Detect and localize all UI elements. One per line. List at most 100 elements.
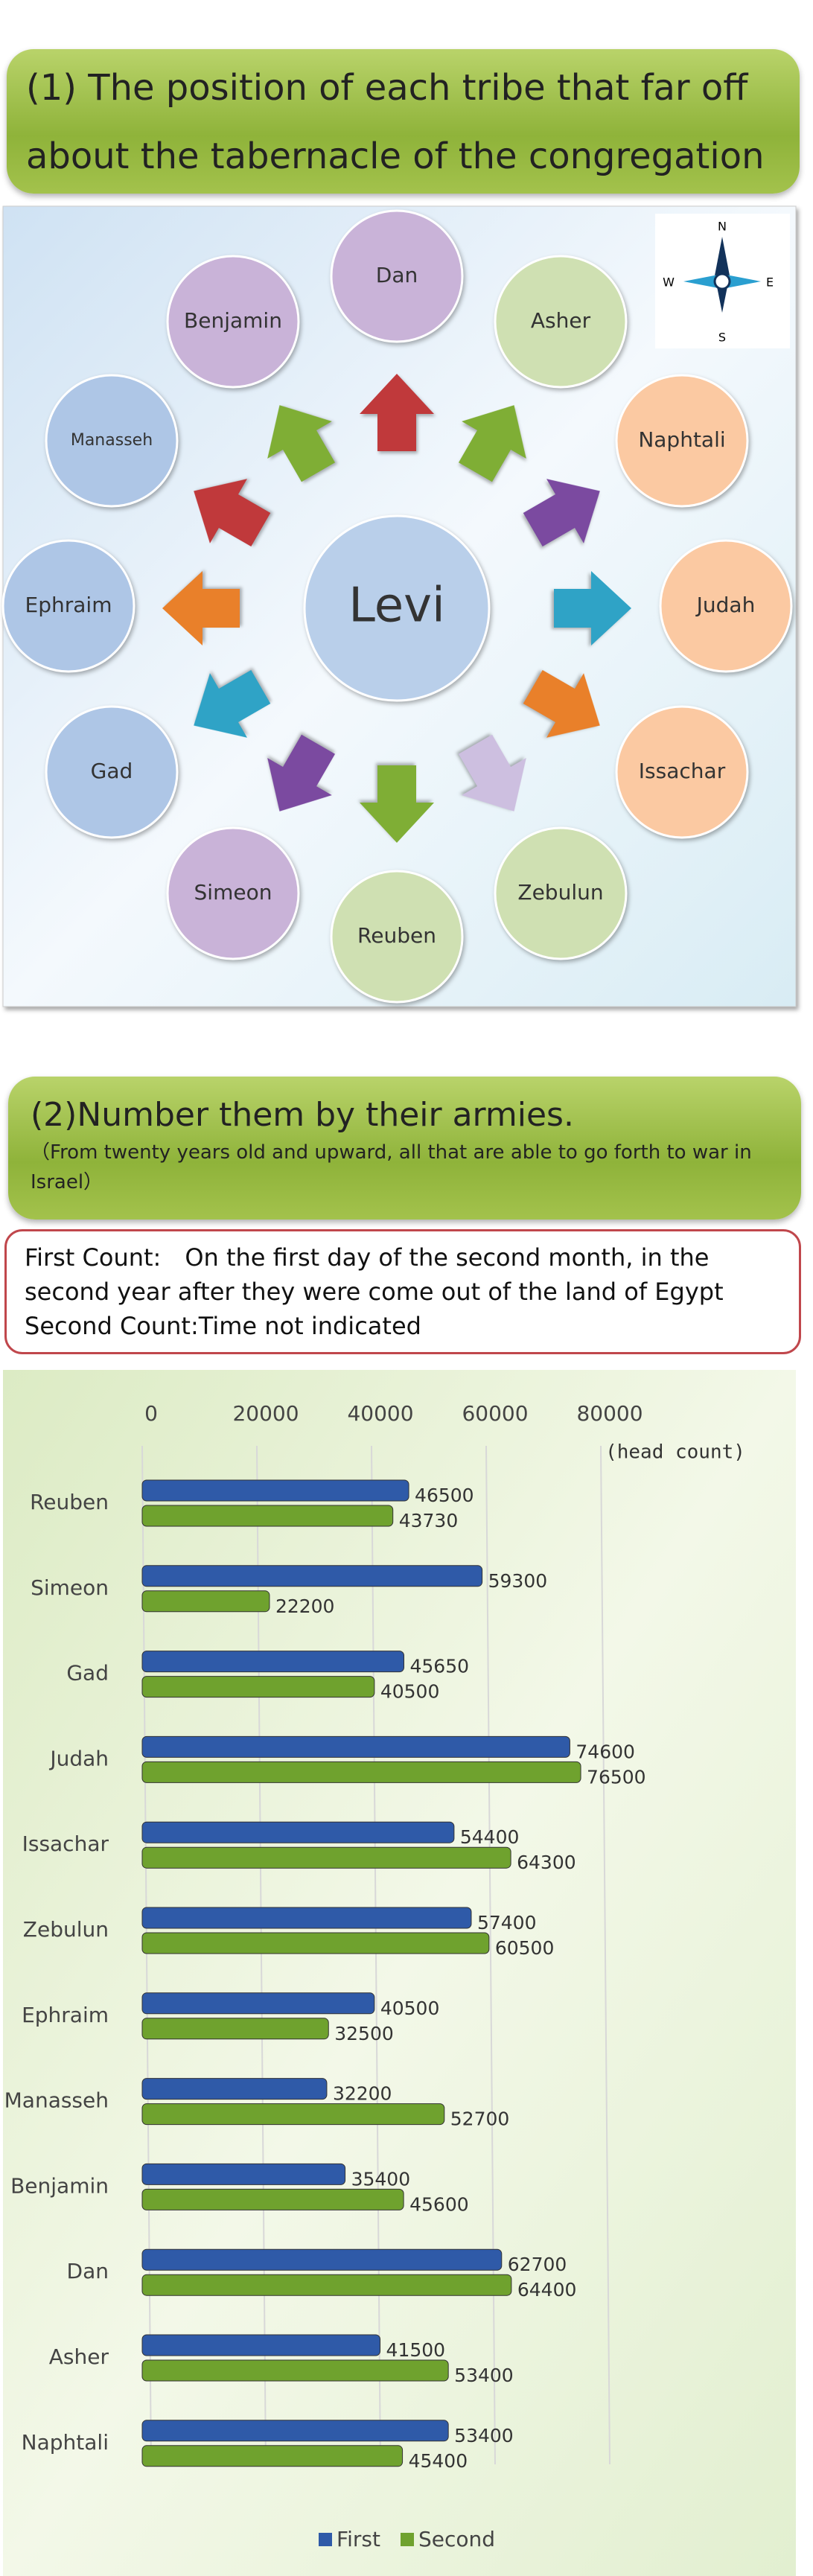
value-label: 41500 xyxy=(386,2339,446,2361)
tribe-label: Simeon xyxy=(194,880,272,905)
bar xyxy=(141,2445,404,2467)
value-label: 32200 xyxy=(333,2083,392,2105)
value-label: 57400 xyxy=(477,1912,537,1933)
value-label: 40500 xyxy=(380,1998,440,2019)
value-label: 54400 xyxy=(460,1826,520,1848)
y-tick-label: Benjamin xyxy=(10,2173,109,2198)
x-tick-label: 60000 xyxy=(462,1401,528,1426)
bar xyxy=(141,1907,472,1929)
note-line: Second Count:Time not indicated xyxy=(25,1312,421,1340)
value-label: 59300 xyxy=(488,1570,548,1592)
y-tick-label: Judah xyxy=(48,1746,109,1770)
tribe-label: Naphtali xyxy=(638,427,725,452)
arrow xyxy=(162,571,240,645)
y-tick-label: Gad xyxy=(66,1661,109,1686)
tribe-label: Ephraim xyxy=(25,593,112,617)
bar xyxy=(141,2420,449,2442)
value-label: 64400 xyxy=(517,2279,577,2301)
header1: (1) The position of each tribe that far … xyxy=(7,49,800,194)
note-box: First Count: On the first day of the sec… xyxy=(4,1229,801,1354)
value-label: 45400 xyxy=(409,2450,468,2472)
tribe-node xyxy=(166,826,300,960)
value-label: 45600 xyxy=(409,2193,469,2215)
y-tick-label: Simeon xyxy=(31,1575,109,1600)
value-label: 60500 xyxy=(495,1937,555,1959)
bar xyxy=(141,1479,409,1502)
y-tick-label: Issachar xyxy=(22,1831,109,1856)
value-label: 22200 xyxy=(275,1595,335,1617)
value-label: 43730 xyxy=(399,1510,459,1531)
bar xyxy=(141,2078,328,2100)
value-label: 53400 xyxy=(454,2425,514,2446)
bar xyxy=(141,2163,346,2185)
center-label: Levi xyxy=(348,578,445,634)
tribe-label: Asher xyxy=(531,308,591,333)
tribe-node xyxy=(1,539,136,673)
tribe-label: Dan xyxy=(376,263,418,287)
bar xyxy=(141,1590,270,1613)
arrow xyxy=(194,669,271,738)
y-tick-label: Manasseh xyxy=(4,2088,109,2113)
unit-label: (head count) xyxy=(605,1441,745,1464)
y-tick-label: Asher xyxy=(49,2344,109,2369)
tribe-node xyxy=(659,539,793,673)
x-tick-label: 0 xyxy=(144,1401,158,1426)
arrow xyxy=(267,734,336,812)
bar xyxy=(141,2018,329,2040)
note-line: First Count: On the first day of the sec… xyxy=(25,1243,724,1306)
bar xyxy=(141,2274,512,2296)
bar xyxy=(141,1676,375,1698)
compass-n: N xyxy=(718,220,727,234)
tribe-node xyxy=(330,209,464,343)
tribe-node xyxy=(494,826,628,960)
chart-panel xyxy=(3,1370,796,2576)
bar xyxy=(141,1735,570,1758)
value-label: 45650 xyxy=(410,1656,470,1677)
arrow xyxy=(194,479,271,547)
value-label: 52700 xyxy=(450,2108,510,2130)
compass-e: E xyxy=(766,275,774,290)
tribe-node xyxy=(45,705,179,839)
arrow xyxy=(554,571,631,645)
y-tick-label: Naphtali xyxy=(22,2430,109,2455)
bar xyxy=(141,2103,445,2126)
value-label: 62700 xyxy=(508,2254,567,2275)
compass: N E S W xyxy=(655,214,790,348)
tribe-label: Benjamin xyxy=(184,308,282,333)
tribe-label: Reuben xyxy=(357,923,436,948)
arrow xyxy=(523,479,600,547)
value-label: 35400 xyxy=(351,2168,411,2190)
header2-title: (2)Number them by their armies. xyxy=(31,1096,574,1134)
tribe-label: Judah xyxy=(695,593,756,617)
tribe-node xyxy=(615,374,749,508)
arrow xyxy=(360,765,434,843)
compass-w: W xyxy=(663,275,675,290)
arrow xyxy=(267,405,336,482)
bar xyxy=(141,1992,375,2015)
value-label: 40500 xyxy=(380,1681,440,1703)
tribe-node xyxy=(166,255,300,389)
bar xyxy=(141,1821,455,1843)
arrow xyxy=(523,669,600,738)
bar xyxy=(141,1651,405,1673)
bar xyxy=(141,2359,449,2382)
grid-line xyxy=(600,1445,610,2465)
value-label: 53400 xyxy=(454,2365,514,2386)
legend-label: Second xyxy=(418,2527,495,2551)
bar xyxy=(141,1565,483,1587)
x-tick-label: 40000 xyxy=(347,1401,413,1426)
arrow xyxy=(360,374,434,451)
legend-swatch xyxy=(401,2533,414,2546)
value-label: 74600 xyxy=(576,1741,635,1762)
tribe-node xyxy=(615,705,749,839)
tribe-label: Issachar xyxy=(639,759,726,783)
arrow xyxy=(458,734,526,812)
legend-label: First xyxy=(337,2527,380,2551)
header1-line: about the tabernacle of the congregation xyxy=(26,136,765,177)
y-tick-label: Zebulun xyxy=(23,1917,109,1942)
arrow xyxy=(458,405,526,482)
legend-swatch xyxy=(319,2533,332,2546)
compass-s: S xyxy=(718,331,726,345)
bar xyxy=(141,1932,490,1954)
